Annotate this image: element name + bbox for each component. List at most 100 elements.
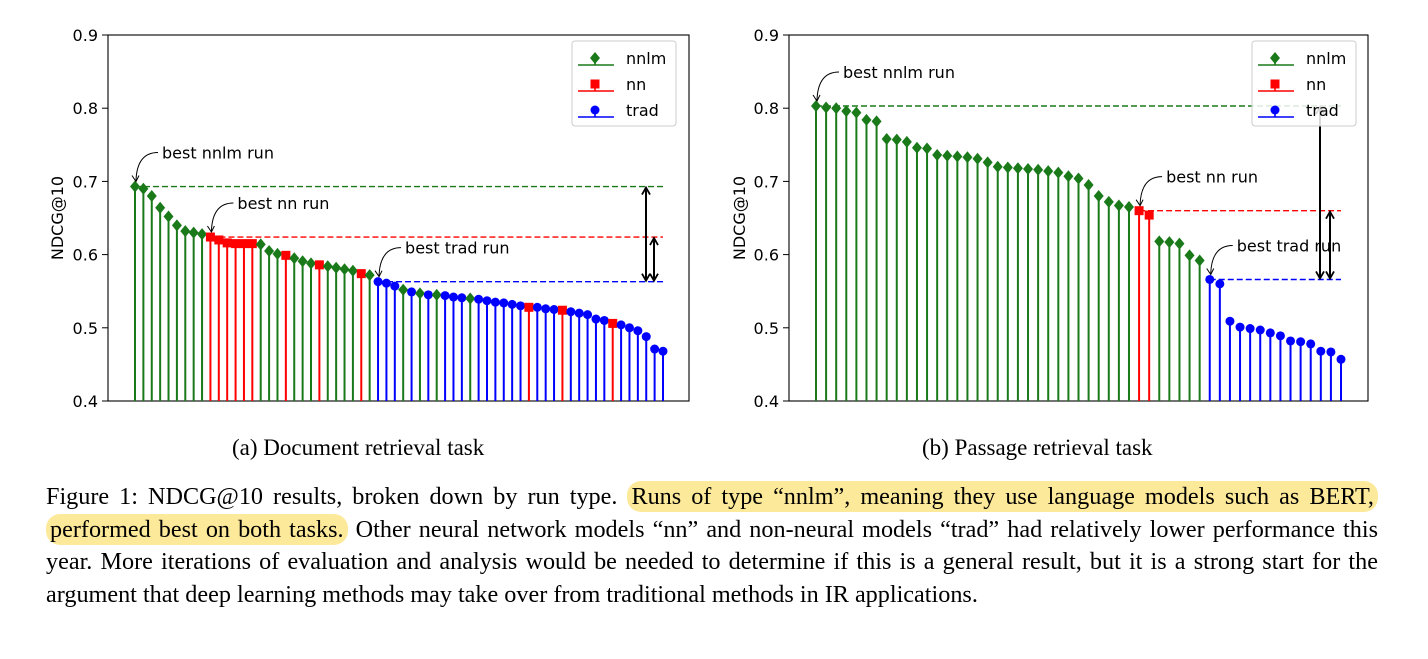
legend-label-nn: nn — [626, 75, 646, 94]
marker-nnlm — [398, 283, 409, 296]
marker-nnlm — [272, 247, 283, 260]
marker-nnlm — [306, 257, 316, 270]
marker-nnlm — [414, 287, 425, 300]
marker-nnlm — [1053, 166, 1064, 179]
y-tick-label: 0.8 — [73, 99, 98, 118]
annotation-arrow — [1139, 176, 1163, 205]
marker-nnlm — [1154, 235, 1165, 248]
marker-trad — [1275, 331, 1285, 341]
marker-nnlm — [364, 269, 375, 282]
marker-nnlm — [1002, 161, 1013, 174]
marker-trad — [440, 291, 450, 301]
marker-nnlm — [264, 244, 275, 257]
marker-nn — [247, 239, 257, 249]
marker-nnlm — [1063, 170, 1074, 183]
legend-box — [571, 40, 677, 127]
marker-trad — [566, 307, 576, 317]
marker-nnlm — [1184, 249, 1195, 262]
marker-nnlm — [871, 115, 882, 128]
marker-trad — [624, 323, 634, 333]
marker-nnlm — [1073, 172, 1084, 185]
caption-lead: Figure 1: NDCG@10 results, broken down b… — [46, 483, 628, 510]
marker-nnlm — [942, 149, 953, 162]
marker-nnlm — [881, 132, 892, 145]
y-tick-label: 0.7 — [754, 172, 779, 191]
annotation-arrow-head — [374, 270, 383, 278]
marker-nnlm — [1083, 179, 1094, 192]
y-tick-label: 0.4 — [73, 392, 98, 411]
annotation-arrow-head — [131, 175, 140, 183]
marker-nnlm — [289, 252, 300, 265]
marker-nnlm — [1103, 195, 1114, 208]
annotation-nnlm: best nnlm run — [162, 144, 274, 163]
legend-label-nnlm: nnlm — [1306, 49, 1346, 68]
marker-nnlm — [851, 106, 862, 119]
marker-trad — [373, 277, 383, 287]
marker-trad — [1245, 324, 1255, 334]
marker-trad — [1306, 339, 1316, 349]
marker-nn — [205, 232, 215, 242]
annotation-arrow — [1210, 244, 1233, 274]
y-tick-label: 0.9 — [754, 26, 779, 45]
marker-nnlm — [922, 142, 933, 155]
marker-trad — [457, 293, 467, 303]
marker-nn — [222, 238, 232, 248]
marker-nnlm — [831, 102, 842, 115]
legend-label-nnlm: nnlm — [626, 49, 666, 68]
marker-nnlm — [1194, 254, 1205, 267]
marker-nn — [239, 239, 249, 249]
marker-nnlm — [138, 182, 149, 195]
marker-nnlm — [322, 260, 333, 273]
marker-nnlm — [1164, 236, 1175, 249]
annotation-arrow — [816, 71, 840, 101]
marker-nnlm — [331, 261, 342, 274]
marker-nn — [608, 318, 618, 328]
marker-nnlm — [146, 190, 157, 203]
annotation-arrow — [135, 152, 159, 181]
gap-arrow-head — [649, 236, 659, 246]
legend: nnlm nn trad — [1251, 40, 1357, 127]
y-tick-label: 0.4 — [754, 392, 779, 411]
marker-trad — [423, 290, 433, 300]
marker-nnlm — [171, 219, 182, 232]
annotation-arrow-head — [812, 94, 821, 102]
marker-nnlm — [1033, 163, 1044, 176]
marker-trad — [549, 305, 559, 314]
annotation-nnlm: best nnlm run — [843, 63, 955, 82]
marker-trad — [1225, 316, 1235, 326]
marker-nn — [524, 302, 534, 312]
marker-trad — [1265, 328, 1275, 338]
marker-trad — [516, 301, 526, 311]
y-axis-label: NDCG@10 — [48, 176, 67, 260]
marker-trad — [381, 278, 391, 288]
legend-label-nn: nn — [1306, 75, 1326, 94]
gap-arrow-head — [641, 185, 651, 195]
marker-trad — [650, 344, 660, 354]
marker-nnlm — [297, 255, 308, 268]
marker-trad — [591, 314, 601, 324]
marker-nnlm — [1113, 199, 1124, 212]
marker-nn — [214, 235, 224, 245]
legend-label-trad: trad — [1306, 101, 1339, 120]
legend-marker-nnlm — [590, 52, 600, 64]
annotation-trad: best trad run — [1237, 236, 1341, 255]
legend-marker-trad — [1270, 105, 1280, 115]
marker-trad — [474, 294, 484, 304]
marker-nnlm — [1012, 162, 1023, 175]
marker-nnlm — [255, 238, 266, 251]
marker-trad — [507, 299, 517, 309]
y-tick-label: 0.5 — [754, 319, 779, 338]
marker-trad — [499, 298, 509, 308]
y-tick-label: 0.7 — [73, 172, 98, 191]
legend-marker-nnlm — [1270, 52, 1280, 64]
marker-nnlm — [163, 210, 174, 223]
marker-trad — [616, 320, 626, 330]
marker-trad — [1215, 279, 1225, 289]
marker-nnlm — [952, 150, 963, 163]
annotation-arrow-head — [207, 225, 215, 234]
annotation-arrow-head — [1206, 268, 1215, 276]
marker-nnlm — [1174, 237, 1185, 250]
marker-trad — [541, 304, 551, 314]
marker-nnlm — [431, 288, 442, 301]
marker-nnlm — [911, 141, 922, 154]
